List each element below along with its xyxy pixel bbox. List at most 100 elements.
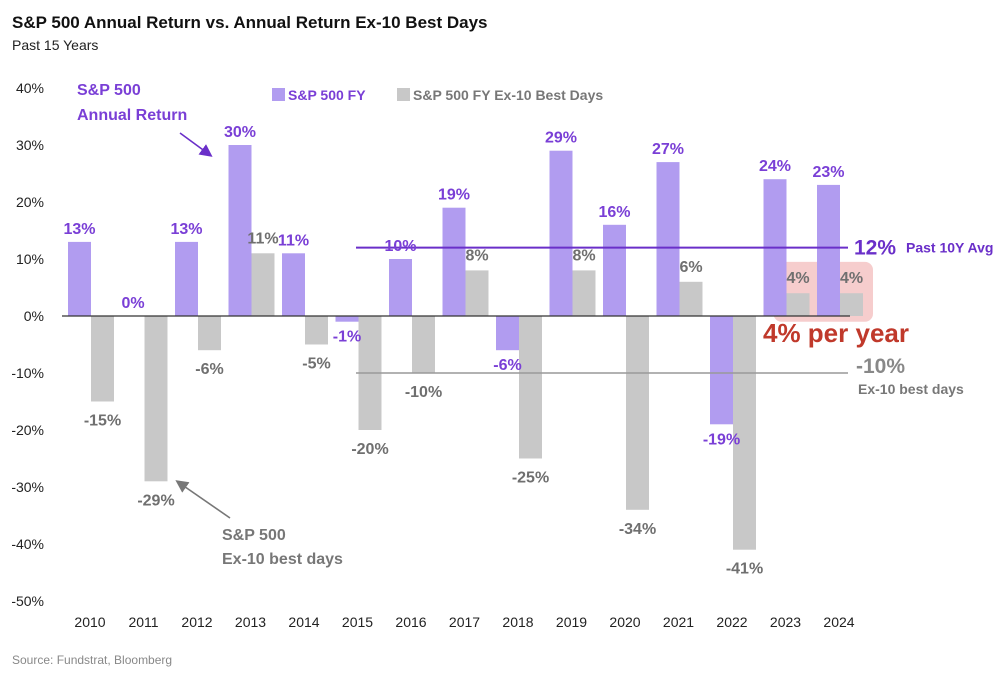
x-tick-label: 2023 <box>770 614 801 630</box>
chart-subtitle: Past 15 Years <box>12 37 98 53</box>
data-label-ex-2012: -6% <box>195 361 223 378</box>
y-tick-label: 30% <box>16 137 44 153</box>
data-label-ex-2010: -15% <box>84 413 121 430</box>
data-label-ex-2018: -25% <box>512 470 549 487</box>
bar-fy-2013 <box>228 145 252 316</box>
data-label-ex-2015: -20% <box>351 441 388 458</box>
bar-fy-2012 <box>175 241 198 316</box>
bar-fy-2015 <box>335 316 359 322</box>
y-tick-label: 20% <box>16 194 44 210</box>
data-label-fy-2011: 0% <box>121 295 144 312</box>
legend-label-ex: S&P 500 FY Ex-10 Best Days <box>413 87 603 103</box>
bar-ex-2024 <box>840 293 863 316</box>
annotation-fy-line2: Annual Return <box>77 107 187 124</box>
data-label-ex-2013: 11% <box>247 230 278 247</box>
legend-swatch-ex <box>397 88 410 101</box>
data-label-fy-2022: -19% <box>703 431 740 448</box>
legend-label-fy: S&P 500 FY <box>288 87 366 103</box>
bar-fy-2020 <box>603 224 626 316</box>
data-label-ex-2011: -29% <box>137 492 174 509</box>
data-label-ex-2019: 8% <box>572 247 595 264</box>
bar-ex-2011 <box>144 316 168 482</box>
data-label-fy-2021: 27% <box>652 141 684 158</box>
x-tick-label: 2019 <box>556 614 587 630</box>
x-tick-label: 2011 <box>128 614 158 630</box>
y-tick-label: -20% <box>11 422 44 438</box>
bar-ex-2022 <box>733 316 756 550</box>
x-tick-label: 2024 <box>823 614 854 630</box>
x-tick-label: 2015 <box>342 614 373 630</box>
ref-line-ex-label: Ex-10 best days <box>858 381 964 397</box>
x-tick-label: 2022 <box>716 614 747 630</box>
chart-title: S&P 500 Annual Return vs. Annual Return … <box>12 13 488 32</box>
data-label-ex-2024: 4% <box>840 270 863 287</box>
x-tick-label: 2012 <box>181 614 212 630</box>
data-label-fy-2010: 13% <box>63 221 95 238</box>
bar-ex-2018 <box>519 316 542 459</box>
x-tick-label: 2017 <box>449 614 480 630</box>
x-tick-label: 2018 <box>502 614 533 630</box>
ref-line-ex-value: -10% <box>856 355 905 378</box>
annotation-ex-line1: S&P 500 <box>222 527 286 544</box>
bar-fy-2010 <box>68 241 91 316</box>
bar-ex-2016 <box>412 316 435 373</box>
x-tick-label: 2021 <box>663 614 694 630</box>
ref-line-avg-label: Past 10Y Avg <box>906 240 993 256</box>
ref-line-avg-value: 12% <box>854 237 896 260</box>
annotation-fy-arrow <box>179 132 213 157</box>
data-label-fy-2023: 24% <box>759 158 791 175</box>
data-label-fy-2024: 23% <box>812 164 844 181</box>
x-tick-label: 2016 <box>395 614 426 630</box>
data-label-fy-2019: 29% <box>545 130 577 147</box>
data-label-fy-2014: 11% <box>278 232 309 249</box>
y-tick-label: -40% <box>11 536 44 552</box>
data-label-ex-2023: 4% <box>786 270 809 287</box>
bar-fy-2017 <box>442 207 466 316</box>
annotation-ex-arrow <box>175 480 231 519</box>
data-label-ex-2014: -5% <box>302 356 330 373</box>
bar-ex-2012 <box>198 316 221 351</box>
y-tick-label: 0% <box>24 308 44 324</box>
bar-fy-2024 <box>817 184 840 316</box>
data-label-ex-2016: -10% <box>405 384 442 401</box>
annotation-fy-line1: S&P 500 <box>77 82 141 99</box>
data-label-ex-2021: 6% <box>679 259 702 276</box>
bar-fy-2019 <box>549 150 573 316</box>
bar-fy-2021 <box>656 162 680 316</box>
bar-fy-2016 <box>389 259 412 316</box>
bar-fy-2022 <box>710 316 733 425</box>
data-label-fy-2020: 16% <box>598 204 630 221</box>
annotation-ex-line2: Ex-10 best days <box>222 551 343 568</box>
legend-swatch-fy <box>272 88 285 101</box>
data-label-ex-2020: -34% <box>619 521 656 538</box>
bar-fy-2014 <box>282 253 305 316</box>
y-tick-label: 10% <box>16 251 44 267</box>
highlight-text: 4% per year <box>763 318 909 348</box>
source-note: Source: Fundstrat, Bloomberg <box>12 653 172 667</box>
y-tick-label: -10% <box>11 365 44 381</box>
data-label-fy-2013: 30% <box>224 124 256 141</box>
data-label-fy-2012: 13% <box>170 221 202 238</box>
bar-ex-2020 <box>626 316 649 510</box>
bar-ex-2013 <box>251 253 275 316</box>
bar-ex-2023 <box>786 293 810 316</box>
data-label-fy-2016: 10% <box>384 238 416 255</box>
data-label-fy-2017: 19% <box>438 187 470 204</box>
bar-ex-2019 <box>572 270 596 316</box>
x-tick-label: 2013 <box>235 614 266 630</box>
bar-ex-2017 <box>465 270 489 316</box>
data-label-ex-2017: 8% <box>465 247 488 264</box>
x-tick-label: 2010 <box>74 614 105 630</box>
bar-ex-2021 <box>679 281 703 316</box>
data-label-ex-2022: -41% <box>726 561 763 578</box>
data-label-fy-2018: -6% <box>493 357 521 374</box>
bar-ex-2010 <box>91 316 114 402</box>
y-tick-label: -30% <box>11 479 44 495</box>
data-label-fy-2015: -1% <box>333 329 361 346</box>
bar-fy-2018 <box>496 316 519 351</box>
x-tick-label: 2020 <box>609 614 640 630</box>
bar-ex-2014 <box>305 316 328 345</box>
x-tick-label: 2014 <box>288 614 319 630</box>
